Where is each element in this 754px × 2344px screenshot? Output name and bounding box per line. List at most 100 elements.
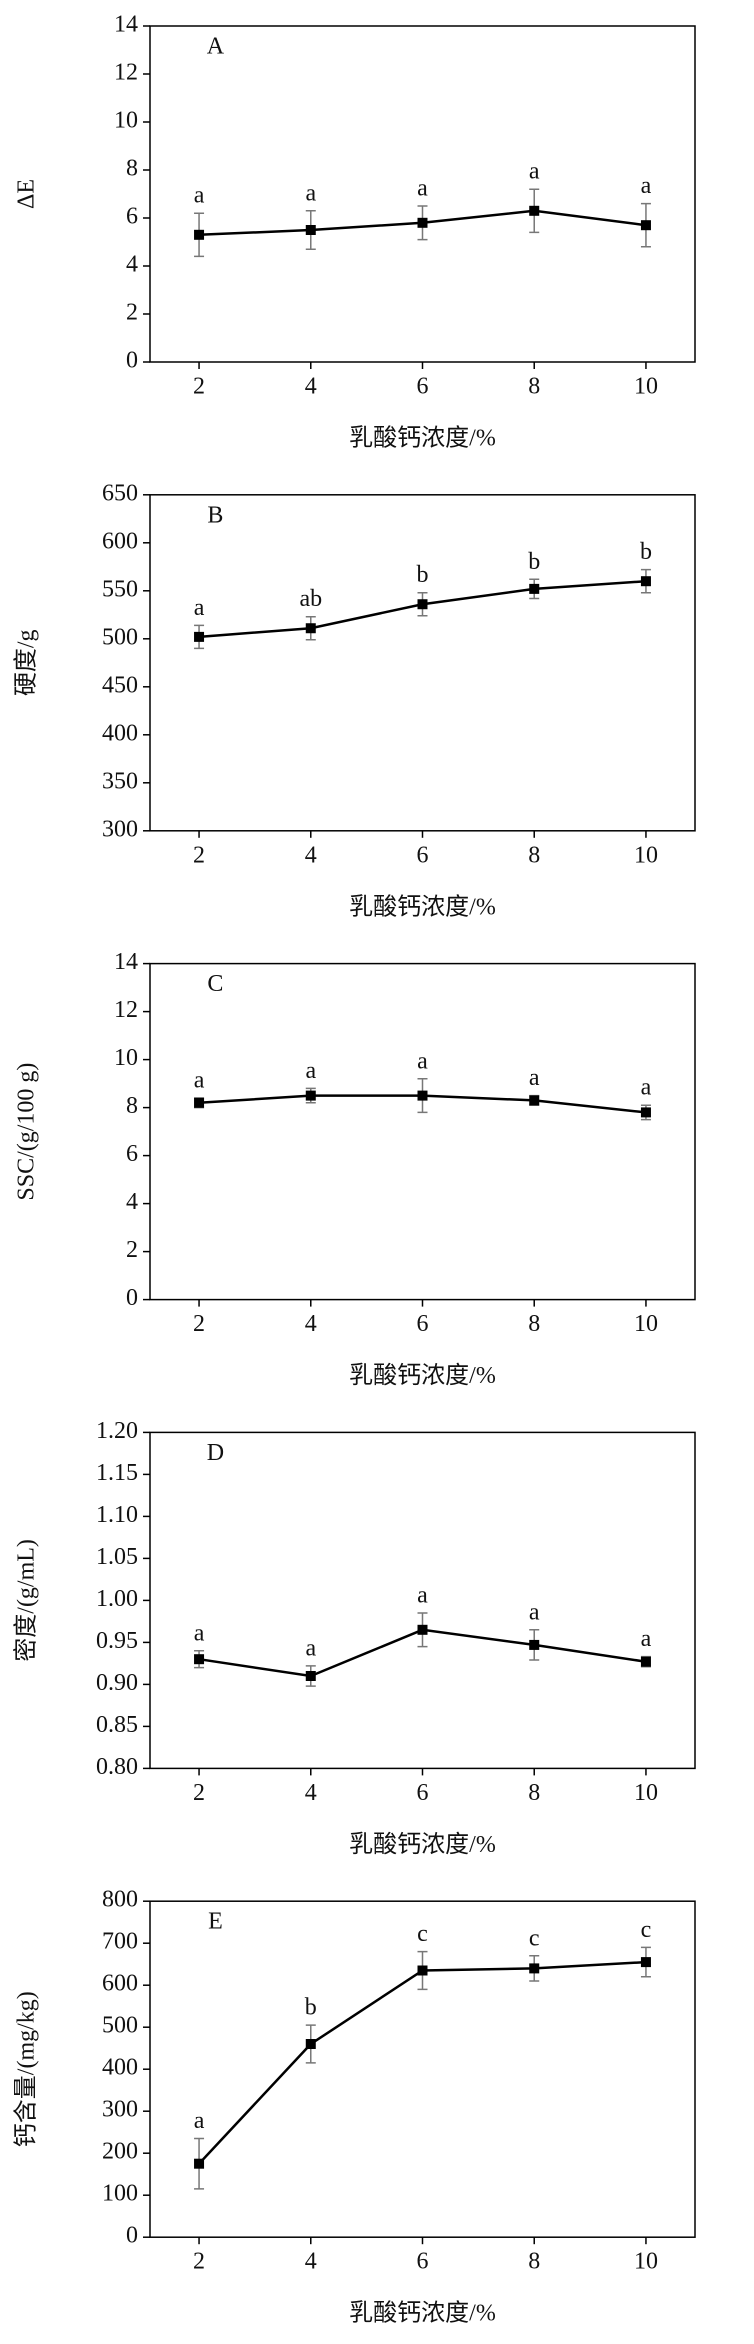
significance-label: a [194,595,205,621]
significance-label: a [417,1583,428,1609]
x-tick-label: 6 [417,374,429,400]
y-tick-label: 0.90 [96,1670,138,1696]
y-tick-label: 12 [114,997,138,1023]
y-tick-label: 450 [102,672,138,698]
panel-label: D [207,1440,224,1466]
y-tick-label: 2 [126,1237,138,1263]
data-point [417,1965,428,1976]
x-tick-label: 4 [305,2249,317,2275]
data-point [640,1107,651,1118]
panel-label: E [208,1909,223,1935]
data-point [640,1656,651,1667]
significance-label: a [194,2108,205,2134]
x-tick-label: 6 [417,842,429,868]
data-point [194,1097,205,1108]
y-tick-label: 14 [114,12,138,38]
y-tick-label: 200 [102,2139,138,2165]
x-tick-label: 2 [193,374,205,400]
significance-label: c [417,1921,428,1947]
x-tick-label: 2 [193,1311,205,1337]
data-point [529,1639,540,1650]
panel-label: B [207,502,223,528]
y-tick-label: 8 [126,1093,138,1119]
x-tick-label: 2 [193,2249,205,2275]
x-tick-label: 6 [417,2249,429,2275]
y-tick-label: 600 [102,528,138,554]
y-tick-label: 6 [126,1141,138,1167]
data-point [529,1095,540,1106]
x-tick-label: 4 [305,842,317,868]
y-tick-label: 6 [126,204,138,230]
x-axis-label: 乳酸钙浓度/% [349,893,496,920]
data-point [640,1957,651,1968]
y-tick-label: 1.15 [96,1460,138,1486]
y-axis-label: 密度/(g/mL) [13,1539,40,1662]
significance-label: a [641,1075,652,1101]
panel-label: A [207,34,225,60]
data-point [640,220,651,231]
significance-label: b [640,539,652,565]
x-tick-label: 10 [634,374,658,400]
data-point [417,1090,428,1101]
y-tick-label: 800 [102,1887,138,1913]
panel-label: C [207,971,223,997]
x-tick-label: 8 [528,374,540,400]
x-axis-label: 乳酸钙浓度/% [349,1362,496,1389]
data-point [194,631,205,642]
data-point [640,576,651,587]
panel: B 硬度/g 乳酸钙浓度/% 300 350 400 450 500 550 600 650 2 4 6 8… [13,480,696,920]
data-point [305,2039,316,2049]
y-tick-label: 12 [114,60,138,86]
y-tick-label: 0 [126,2223,138,2249]
significance-label: a [529,1599,540,1625]
data-point [305,1671,316,1681]
significance-label: a [194,183,205,209]
data-point [305,1090,316,1101]
x-axis-label: 乳酸钙浓度/% [349,1831,496,1858]
data-point [305,623,316,634]
y-tick-label: 400 [102,2055,138,2081]
x-tick-label: 10 [634,1780,658,1806]
y-tick-label: 14 [114,949,138,975]
y-tick-label: 650 [102,480,138,506]
y-tick-label: 4 [126,252,138,278]
y-tick-label: 8 [126,156,138,182]
x-tick-label: 8 [528,2249,540,2275]
y-axis-label: 钙含量/(mg/kg) [13,1991,40,2147]
significance-label: a [529,159,540,185]
x-tick-label: 10 [634,2249,658,2275]
y-tick-label: 1.00 [96,1586,138,1612]
y-tick-label: 0.85 [96,1712,138,1738]
significance-label: a [305,1635,316,1661]
data-point [529,583,540,594]
y-tick-label: 10 [114,108,138,134]
y-axis-label: 硬度/g [13,629,40,696]
x-tick-label: 6 [417,1311,429,1337]
significance-label: a [641,173,652,199]
significance-label: b [528,549,540,575]
x-tick-label: 4 [305,1780,317,1806]
data-point [417,599,428,610]
y-tick-label: 500 [102,2013,138,2039]
data-point [194,1654,205,1665]
x-tick-label: 4 [305,374,317,400]
y-tick-label: 0.95 [96,1628,138,1654]
panel: A ΔE 乳酸钙浓度/% 0 2 4 6 8 10 12 14 2 4 6 8 10 a a a a a [14,12,696,452]
x-axis-label: 乳酸钙浓度/% [349,425,496,452]
x-axis-label: 乳酸钙浓度/% [349,2300,496,2327]
significance-label: c [641,1917,652,1943]
y-axis-label: SSC/(g/100 g) [14,1063,40,1201]
data-point [305,225,316,235]
data-point [417,1624,428,1635]
significance-label: c [529,1925,540,1951]
y-tick-label: 500 [102,624,138,650]
y-tick-label: 0 [126,348,138,374]
y-tick-label: 700 [102,1929,138,1955]
y-tick-label: 300 [102,816,138,842]
significance-label: a [305,180,316,206]
data-point [194,229,205,240]
panel: E 钙含量/(mg/kg) 乳酸钙浓度/% 0 100 200 300 400 500 600 70… [13,1887,696,2327]
x-tick-label: 10 [634,842,658,868]
y-tick-label: 400 [102,720,138,746]
